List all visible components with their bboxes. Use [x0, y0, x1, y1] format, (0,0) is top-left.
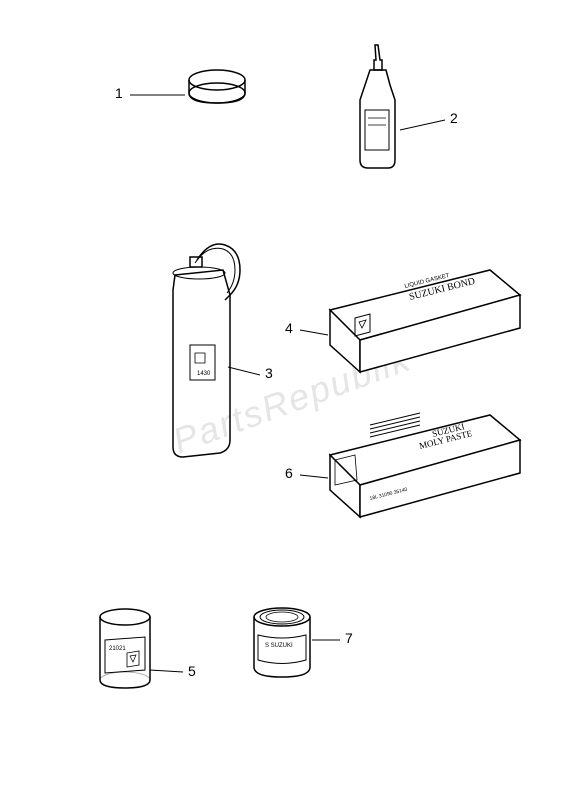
part-label-7: 7: [345, 630, 353, 646]
parts-diagram: 1 2 1430 3 SUZUKI BOND LIQUID GASKET: [0, 0, 584, 800]
